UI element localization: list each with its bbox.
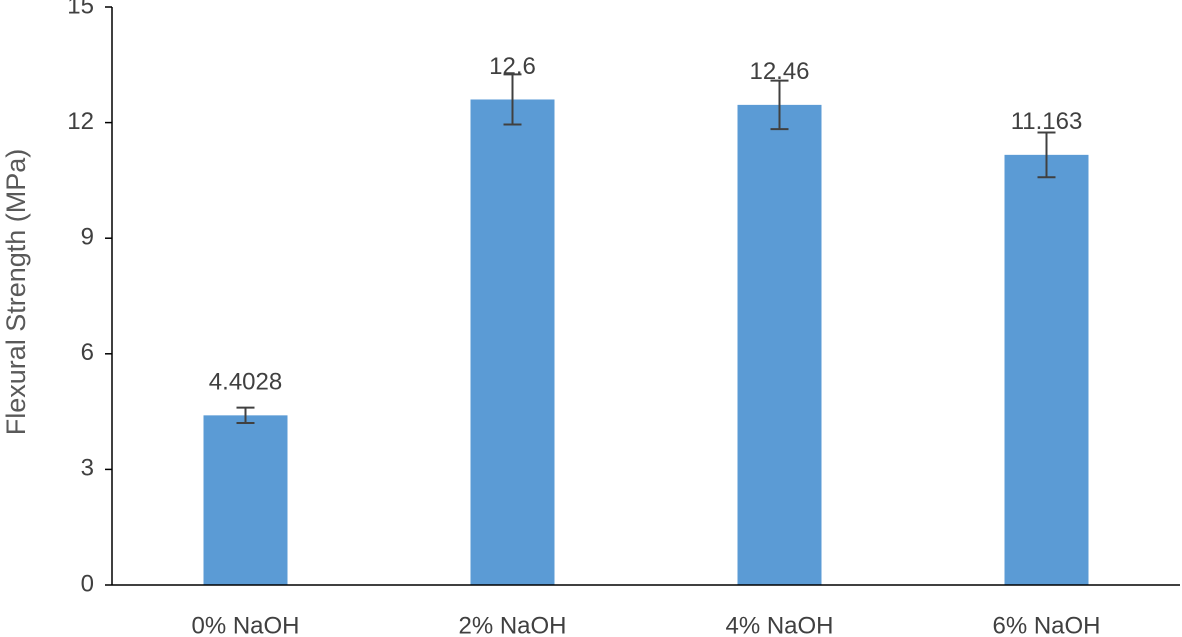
y-tick-label: 12 [67, 108, 94, 135]
error-bar [1037, 131, 1056, 179]
y-tick-label: 6 [81, 339, 94, 366]
bar [1004, 154, 1089, 585]
y-tick-label: 0 [81, 570, 94, 597]
error-bar [770, 79, 789, 131]
x-tick-label: 4% NaOH [725, 612, 833, 637]
data-label: 12.6 [489, 53, 536, 80]
x-tick-label: 6% NaOH [992, 612, 1100, 637]
x-tick-label: 2% NaOH [458, 612, 566, 637]
data-label: 11.163 [1011, 108, 1083, 135]
y-tick-label: 3 [81, 455, 94, 482]
bar [737, 104, 822, 585]
error-bar [236, 406, 255, 425]
y-axis-title: Flexural Strength (MPa) [1, 149, 31, 436]
bar [203, 415, 288, 585]
error-bar [503, 73, 522, 126]
y-tick-label: 15 [67, 0, 94, 19]
data-label: 4.4028 [209, 369, 282, 396]
x-tick-label: 0% NaOH [191, 612, 299, 637]
bar [470, 99, 555, 585]
data-label: 12.46 [749, 58, 809, 85]
y-tick-label: 9 [81, 224, 94, 251]
